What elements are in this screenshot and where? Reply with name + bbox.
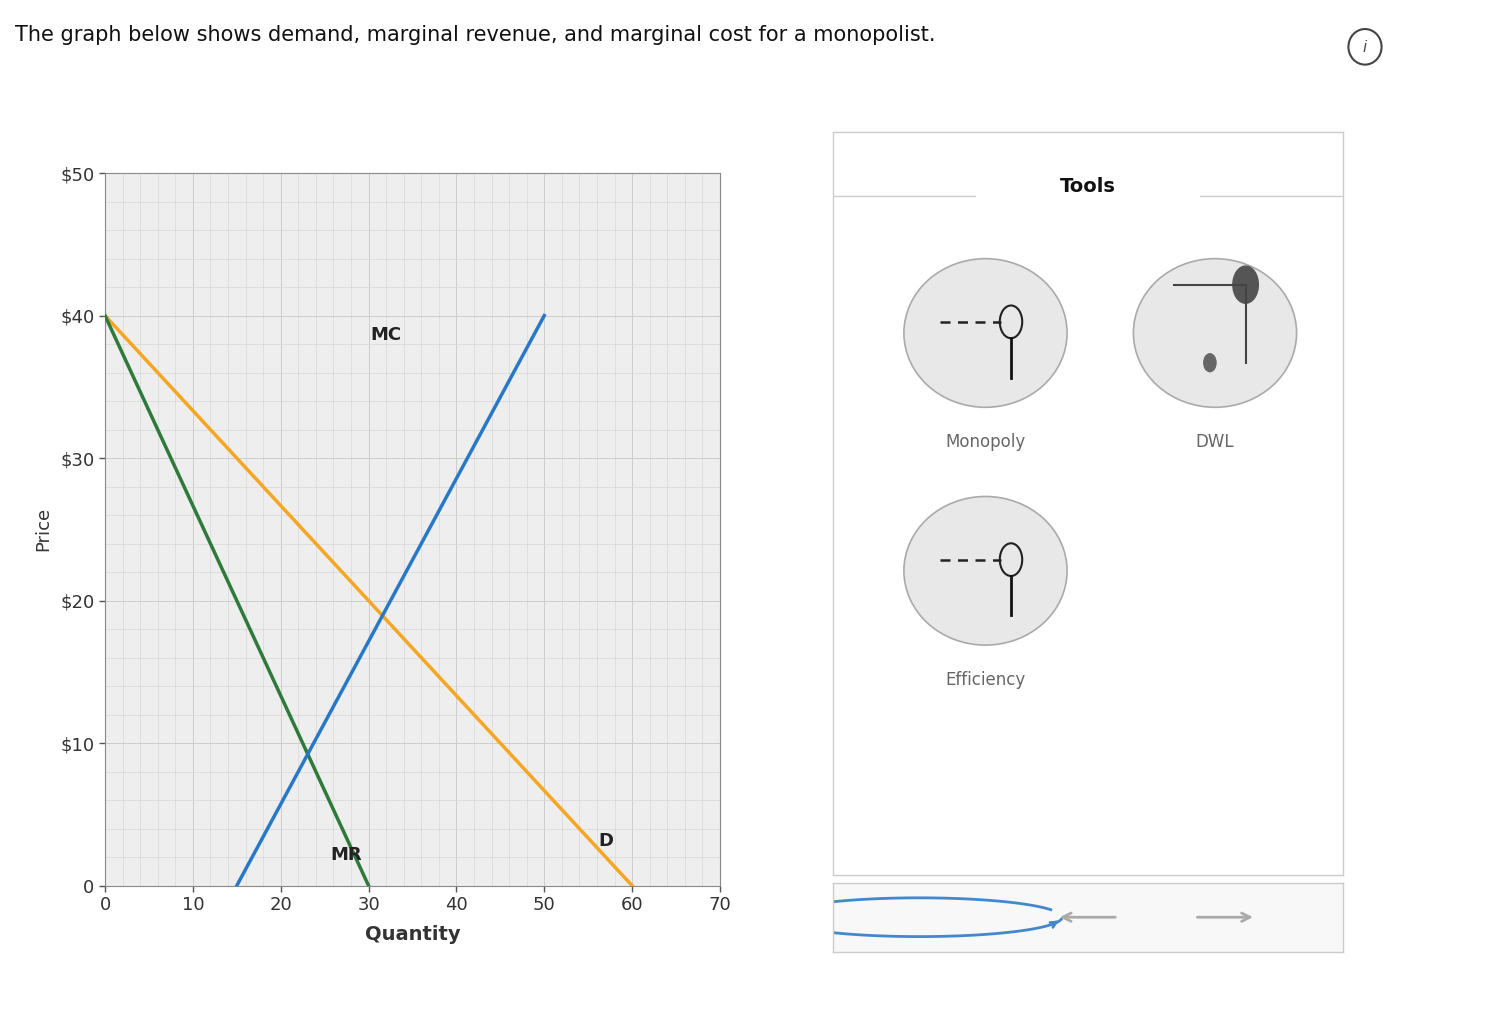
Text: i: i	[1364, 41, 1366, 56]
X-axis label: Quantity: Quantity	[364, 925, 460, 944]
Circle shape	[1233, 266, 1258, 303]
Text: MC: MC	[370, 326, 402, 344]
Text: Efficiency: Efficiency	[945, 671, 1026, 689]
Text: Tools: Tools	[1059, 177, 1116, 195]
Text: The graph below shows demand, marginal revenue, and marginal cost for a monopoli: The graph below shows demand, marginal r…	[15, 25, 936, 46]
Ellipse shape	[904, 259, 1066, 407]
Y-axis label: Price: Price	[34, 507, 53, 552]
Text: MR: MR	[332, 846, 363, 864]
Text: DWL: DWL	[1196, 434, 1234, 451]
Text: Monopoly: Monopoly	[945, 434, 1026, 451]
Ellipse shape	[1134, 259, 1296, 407]
Circle shape	[1204, 354, 1216, 372]
Text: D: D	[598, 832, 613, 850]
Ellipse shape	[904, 497, 1066, 645]
